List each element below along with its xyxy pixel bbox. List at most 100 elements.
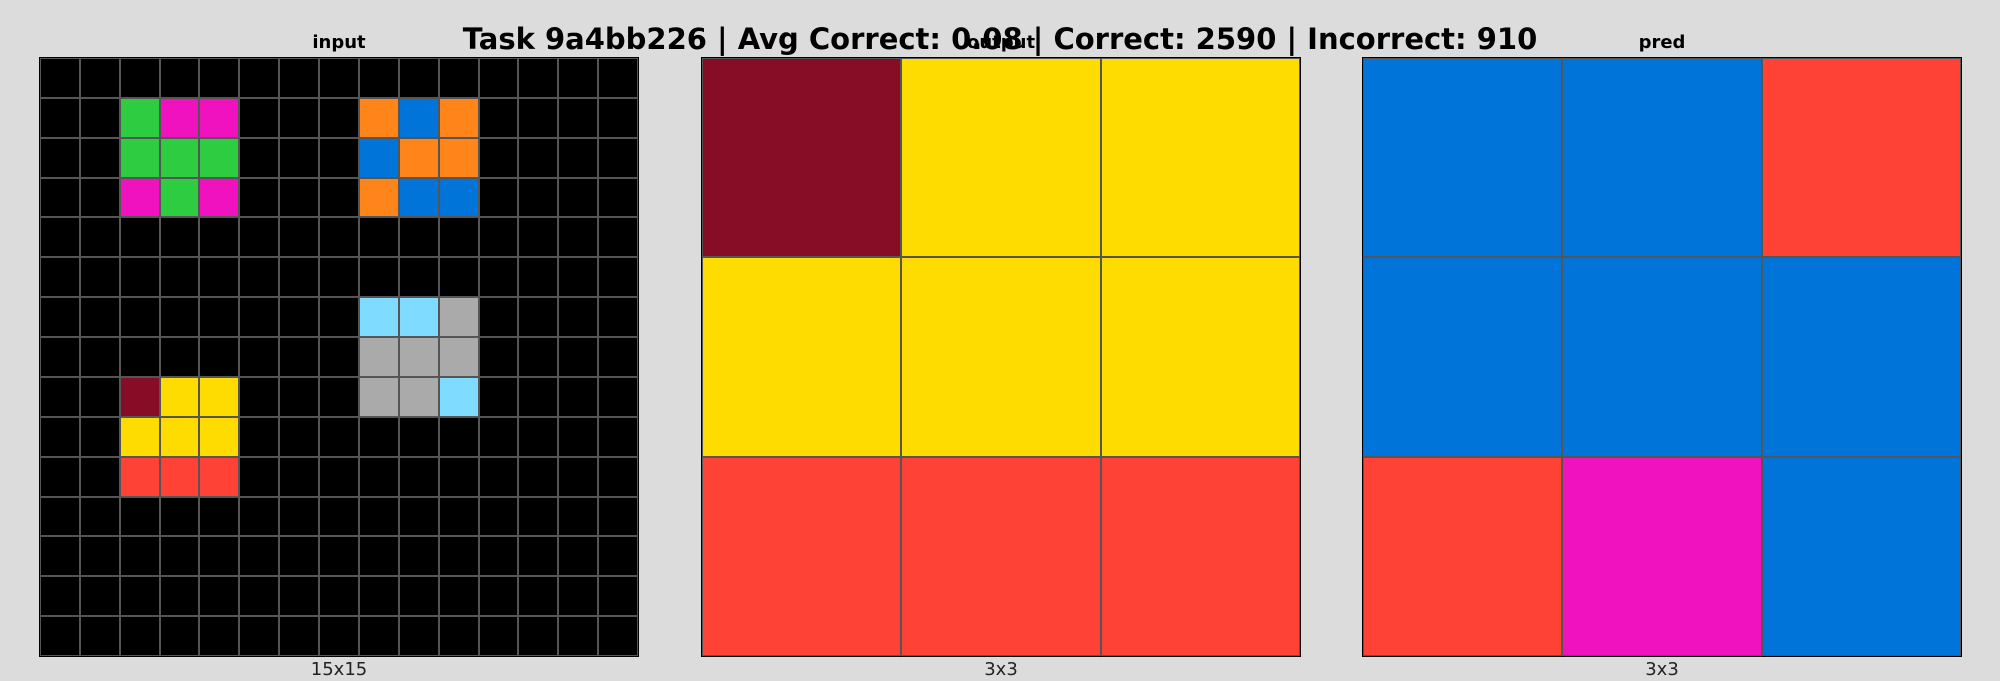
pred-cell (1562, 257, 1762, 457)
input-cell (319, 297, 359, 338)
input-cell (398, 58, 439, 98)
input-cell (558, 456, 599, 497)
input-cell (558, 297, 599, 338)
input-cell (438, 217, 479, 258)
input-cell (159, 496, 200, 537)
input-cell (119, 536, 160, 577)
input-cell (438, 576, 479, 617)
input-cell (199, 456, 240, 497)
input-cell (119, 496, 160, 537)
input-cell (398, 177, 439, 218)
input-cell (159, 536, 200, 577)
input-cell (319, 616, 359, 656)
input-cell (79, 536, 120, 577)
input-cell (199, 536, 240, 577)
input-cell (358, 576, 399, 617)
input-panel-title: input (312, 32, 366, 53)
input-cell (358, 97, 399, 138)
input-cell (239, 257, 280, 298)
output-cell (1100, 257, 1300, 457)
input-cell (558, 97, 599, 138)
input-cell (398, 217, 439, 258)
output-cell (702, 456, 902, 656)
input-cell (598, 217, 638, 258)
input-cell (518, 97, 559, 138)
input-cell (199, 376, 240, 417)
input-cell (598, 616, 638, 656)
input-cell (518, 217, 559, 258)
input-cell (398, 616, 439, 656)
input-cell (79, 496, 120, 537)
input-cell (279, 616, 320, 656)
input-cell (558, 58, 599, 98)
input-cell (438, 456, 479, 497)
pred-cell (1761, 456, 1961, 656)
output-panel-title: output (966, 32, 1036, 53)
input-cell (239, 536, 280, 577)
input-cell (398, 496, 439, 537)
input-cell (199, 337, 240, 377)
input-cell (398, 416, 439, 457)
input-cell (40, 137, 80, 178)
output-cell (1100, 456, 1300, 656)
input-cell (598, 297, 638, 338)
input-cell (279, 217, 320, 258)
input-cell (239, 416, 280, 457)
input-cell (279, 58, 320, 98)
input-cell (438, 97, 479, 138)
input-cell (40, 616, 80, 656)
input-cell (558, 177, 599, 218)
input-cell (558, 536, 599, 577)
input-cell (358, 257, 399, 298)
input-cell (239, 376, 280, 417)
pred-cell (1761, 58, 1961, 258)
input-cell (518, 297, 559, 338)
input-cell (598, 536, 638, 577)
input-cell (119, 58, 160, 98)
pred-cell (1363, 456, 1563, 656)
input-cell (598, 337, 638, 377)
input-cell (199, 97, 240, 138)
input-cell (239, 58, 280, 98)
input-cell (40, 97, 80, 138)
input-cell (279, 536, 320, 577)
input-cell (239, 496, 280, 537)
input-cell (159, 257, 200, 298)
input-cell (279, 576, 320, 617)
input-cell (279, 257, 320, 298)
input-cell (279, 137, 320, 178)
input-cell (40, 416, 80, 457)
pred-cell (1562, 456, 1762, 656)
input-cell (438, 337, 479, 377)
input-cell (598, 257, 638, 298)
input-cell (319, 456, 359, 497)
input-cell (119, 337, 160, 377)
output-grid (701, 57, 1301, 657)
input-cell (239, 616, 280, 656)
input-grid-size: 15x15 (310, 659, 368, 680)
input-cell (398, 376, 439, 417)
input-cell (199, 257, 240, 298)
input-cell (119, 456, 160, 497)
input-cell (518, 137, 559, 178)
input-cell (478, 456, 519, 497)
input-cell (199, 576, 240, 617)
input-cell (398, 297, 439, 338)
input-cell (199, 616, 240, 656)
input-cell (438, 137, 479, 178)
output-cell (901, 257, 1101, 457)
output-cell (901, 58, 1101, 258)
input-cell (558, 616, 599, 656)
input-cell (159, 97, 200, 138)
input-cell (239, 177, 280, 218)
input-cell (558, 416, 599, 457)
input-cell (159, 337, 200, 377)
input-cell (239, 576, 280, 617)
input-cell (79, 416, 120, 457)
input-cell (478, 58, 519, 98)
input-cell (40, 58, 80, 98)
input-cell (478, 376, 519, 417)
input-cell (558, 337, 599, 377)
input-cell (558, 217, 599, 258)
pred-cell (1761, 257, 1961, 457)
